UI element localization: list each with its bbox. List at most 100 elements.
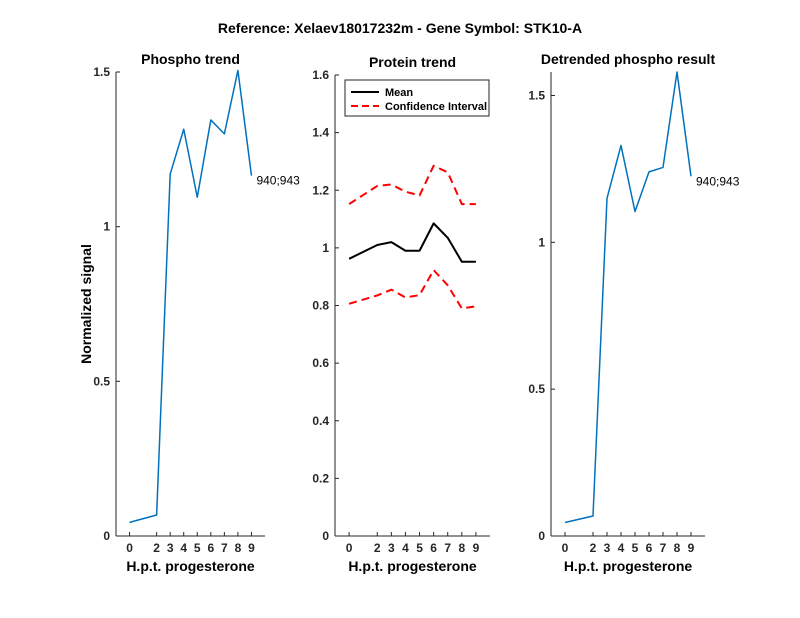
data-point	[432, 269, 434, 271]
legend: Mean Confidence Interval	[344, 79, 490, 117]
data-point	[475, 203, 477, 205]
data-point	[447, 237, 449, 239]
data-point	[376, 244, 378, 246]
panel-title: Detrended phospho result	[541, 51, 716, 67]
y-tick-label: 1	[538, 235, 545, 249]
panel-2: 0 0.2 0.4 0.6 0.8 1 1.2 1.4 1.6 0 2 3 4 5 6 7 8 9 Protein …	[312, 54, 490, 574]
x-axis-label: H.p.t. progesterone	[126, 558, 255, 574]
x-tick-label: 8	[458, 541, 465, 555]
data-point	[390, 183, 392, 185]
data-point	[606, 197, 608, 199]
series-line-0	[129, 69, 253, 524]
series-line-0	[348, 222, 476, 263]
y-tick-label: 0.6	[312, 356, 329, 370]
y-tick-label: 0.5	[528, 382, 545, 396]
data-point	[592, 515, 594, 517]
x-tick-label: 7	[660, 541, 667, 555]
data-point	[404, 296, 406, 298]
data-point	[390, 241, 392, 243]
figure-title: Reference: Xelaev18017232m - Gene Symbol…	[218, 20, 582, 36]
y-tick-label: 1.2	[312, 183, 329, 197]
legend-box	[344, 79, 490, 117]
x-tick-label: 9	[248, 541, 255, 555]
data-point	[418, 250, 420, 252]
x-tick-label: 5	[194, 541, 201, 555]
data-point	[155, 514, 157, 516]
data-point	[196, 196, 198, 198]
y-tick-label: 0	[538, 529, 545, 543]
series-annotation: 940;943	[256, 174, 300, 188]
series-annotation: 940;943	[696, 174, 740, 188]
panel-1: 0 0.5 1 1.5 0 2 3 4 5 6 7 8 9 Phospho trend H.p.t. pro…	[78, 51, 300, 574]
data-point	[250, 174, 252, 176]
data-point	[648, 171, 650, 173]
x-tick-label: 2	[153, 541, 160, 555]
data-point	[210, 119, 212, 121]
panel-3: 0 0.5 1 1.5 0 2 3 4 5 6 7 8 9 Detrended phospho resul…	[528, 51, 739, 574]
data-point	[620, 144, 622, 146]
data-point	[662, 166, 664, 168]
data-point	[390, 288, 392, 290]
x-tick-label: 2	[590, 541, 597, 555]
data-point	[475, 305, 477, 307]
x-tick-label: 5	[416, 541, 423, 555]
x-tick-label: 5	[632, 541, 639, 555]
y-tick-label: 1.6	[312, 68, 329, 82]
y-tick-label: 0	[103, 529, 110, 543]
data-point	[461, 261, 463, 263]
data-point	[418, 194, 420, 196]
x-tick-label: 8	[674, 541, 681, 555]
x-tick-label: 8	[235, 541, 242, 555]
y-tick-label: 0.8	[312, 299, 329, 313]
data-point	[376, 185, 378, 187]
x-tick-label: 9	[473, 541, 480, 555]
y-tick-label: 1.4	[312, 126, 329, 140]
panel-title: Phospho trend	[141, 51, 240, 67]
y-tick-label: 1	[322, 241, 329, 255]
x-axis-label: H.p.t. progesterone	[348, 558, 477, 574]
x-tick-label: 3	[167, 541, 174, 555]
panel-title: Protein trend	[369, 54, 456, 70]
series-line-1	[348, 164, 476, 206]
data-point	[461, 307, 463, 309]
x-tick-label: 3	[604, 541, 611, 555]
x-tick-label: 2	[374, 541, 381, 555]
y-tick-label: 1.5	[93, 65, 110, 79]
x-axis-label: H.p.t. progesterone	[564, 558, 693, 574]
x-tick-label: 6	[646, 541, 653, 555]
x-tick-label: 0	[346, 541, 353, 555]
data-point	[404, 190, 406, 192]
x-tick-label: 0	[562, 541, 569, 555]
x-tick-label: 9	[688, 541, 695, 555]
y-tick-label: 1	[103, 220, 110, 234]
x-tick-label: 4	[618, 541, 625, 555]
data-point	[418, 294, 420, 296]
x-tick-label: 4	[180, 541, 187, 555]
data-point	[690, 175, 692, 177]
data-point	[183, 128, 185, 130]
data-point	[564, 521, 566, 523]
y-axis-label: Normalized signal	[78, 244, 94, 364]
y-tick-label: 0.2	[312, 471, 329, 485]
y-tick-label: 0	[322, 529, 329, 543]
data-point	[237, 69, 239, 71]
data-point	[475, 261, 477, 263]
y-tick-label: 0.5	[93, 374, 110, 388]
data-point	[461, 203, 463, 205]
data-point	[432, 165, 434, 167]
data-point	[676, 71, 678, 73]
data-point	[128, 521, 130, 523]
legend-entry: Confidence Interval	[385, 101, 487, 113]
x-tick-label: 7	[221, 541, 228, 555]
legend-entry: Mean	[385, 87, 413, 99]
data-point	[404, 250, 406, 252]
series-line-0	[564, 71, 692, 524]
data-point	[223, 133, 225, 135]
x-tick-label: 3	[388, 541, 395, 555]
data-point	[348, 303, 350, 305]
data-point	[447, 284, 449, 286]
series-line-2	[348, 269, 477, 310]
x-tick-label: 6	[430, 541, 437, 555]
data-point	[348, 258, 350, 260]
